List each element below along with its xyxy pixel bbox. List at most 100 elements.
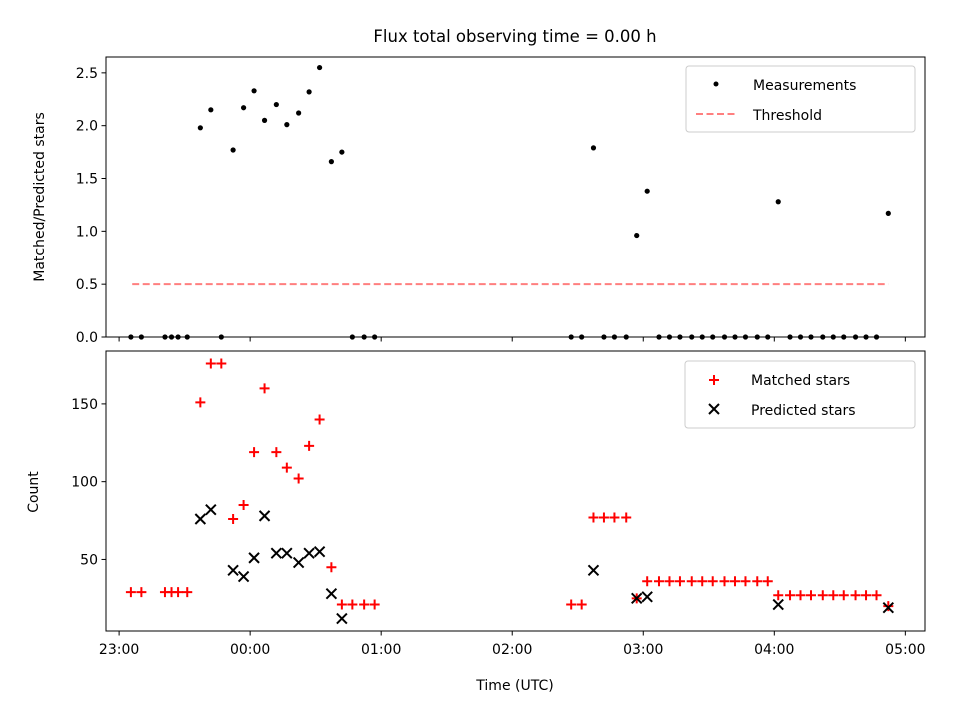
matched-star-point bbox=[752, 576, 763, 587]
measurement-point bbox=[208, 107, 214, 113]
bottom-y-axis-label: Count bbox=[26, 471, 42, 513]
x-axis-label: Time (UTC) bbox=[475, 678, 553, 694]
matched-star-point bbox=[664, 576, 675, 587]
top-marks bbox=[128, 64, 891, 340]
x-tick-label: 23:00 bbox=[99, 642, 139, 658]
measurement-point bbox=[230, 147, 236, 153]
measurement-point bbox=[590, 145, 597, 151]
y-tick-label: 50 bbox=[80, 552, 98, 568]
matched-star-point bbox=[729, 576, 740, 587]
predicted-star-point bbox=[313, 545, 326, 558]
bottom-marks bbox=[125, 358, 895, 625]
top-legend: Measurements Threshold bbox=[685, 65, 916, 133]
measurement-point bbox=[316, 64, 323, 71]
predicted-star-point bbox=[270, 547, 283, 559]
measurement-point bbox=[885, 210, 891, 216]
matched-star-point bbox=[642, 576, 653, 587]
matched-star-point bbox=[850, 590, 861, 601]
x-tick-label: 01:00 bbox=[361, 642, 401, 658]
measurement-point bbox=[273, 101, 279, 108]
matched-star-point bbox=[740, 576, 751, 587]
measurement-point bbox=[284, 122, 290, 128]
x-tick-label: 00:00 bbox=[230, 642, 270, 658]
measurement-point bbox=[306, 89, 312, 95]
matched-star-point bbox=[304, 440, 315, 451]
matched-star-point bbox=[653, 576, 664, 587]
predicted-star-point bbox=[772, 598, 784, 611]
predicted-star-point bbox=[281, 547, 293, 559]
top-legend-box bbox=[685, 65, 916, 133]
matched-star-point bbox=[838, 590, 849, 601]
matched-star-point bbox=[785, 590, 796, 601]
measurement-point bbox=[328, 159, 334, 165]
predicted-star-point bbox=[336, 612, 348, 625]
matched-star-point bbox=[817, 590, 828, 601]
predicted-star-point bbox=[882, 601, 895, 614]
y-tick-label: 0.0 bbox=[76, 330, 98, 346]
x-tick-label: 02:00 bbox=[492, 642, 532, 658]
measurement-point bbox=[197, 125, 203, 131]
matched-star-point bbox=[707, 576, 718, 587]
legend-measurements-marker bbox=[713, 81, 719, 87]
matched-star-point bbox=[762, 576, 773, 587]
predicted-star-point bbox=[631, 592, 643, 605]
y-tick-label: 150 bbox=[71, 397, 98, 413]
measurement-point bbox=[251, 88, 257, 94]
matched-star-point bbox=[588, 512, 599, 523]
matched-star-point bbox=[359, 599, 370, 610]
x-tick-label: 03:00 bbox=[623, 642, 663, 658]
top-chart-panel: Flux total observing time = 0.00 h 0.00.… bbox=[32, 27, 926, 346]
predicted-star-point bbox=[248, 552, 260, 564]
matched-star-point bbox=[271, 447, 282, 458]
top-axes-frame bbox=[105, 56, 926, 338]
matched-star-point bbox=[216, 358, 227, 369]
matched-star-point bbox=[173, 587, 184, 598]
y-tick-label: 2.5 bbox=[76, 66, 98, 82]
bottom-y-ticks: 50 100 150 bbox=[71, 397, 106, 568]
matched-star-point bbox=[598, 512, 609, 523]
matched-star-point bbox=[336, 599, 347, 610]
matched-star-point bbox=[609, 512, 620, 523]
bottom-legend-box bbox=[684, 360, 916, 429]
matched-star-point bbox=[805, 590, 816, 601]
measurement-point bbox=[644, 188, 650, 194]
y-tick-label: 1.0 bbox=[76, 224, 98, 240]
legend-measurements-label: Measurements bbox=[753, 78, 856, 94]
top-x-ticks bbox=[118, 337, 906, 342]
predicted-star-point bbox=[258, 510, 271, 522]
y-tick-label: 1.5 bbox=[76, 172, 98, 188]
bottom-axes-frame bbox=[105, 350, 926, 632]
matched-star-point bbox=[238, 500, 249, 510]
predicted-star-point bbox=[325, 587, 338, 600]
matched-star-point bbox=[674, 576, 685, 587]
legend-predicted-marker bbox=[708, 403, 720, 415]
matched-star-point bbox=[228, 514, 239, 524]
measurement-point bbox=[634, 232, 640, 239]
legend-matched-label: Matched stars bbox=[751, 373, 850, 389]
predicted-star-point bbox=[303, 547, 315, 559]
predicted-star-point bbox=[587, 564, 600, 577]
matched-star-point bbox=[686, 576, 697, 587]
matched-star-point bbox=[125, 587, 136, 598]
matched-star-point bbox=[576, 599, 587, 610]
matched-star-point bbox=[249, 447, 260, 458]
matched-star-point bbox=[621, 512, 632, 523]
predicted-star-point bbox=[292, 556, 305, 569]
matched-star-point bbox=[719, 576, 730, 587]
matched-star-point bbox=[828, 590, 839, 601]
matched-star-point bbox=[314, 414, 325, 425]
measurement-point bbox=[339, 149, 345, 155]
bottom-chart-panel: 50 100 150 23:00 00:00 01:00 02:00 03:00 04:00 0… bbox=[26, 350, 926, 694]
matched-star-point bbox=[861, 590, 872, 601]
bottom-legend: Matched stars Predicted stars bbox=[684, 360, 916, 429]
matched-star-point bbox=[326, 562, 337, 573]
measurement-point bbox=[775, 199, 781, 205]
legend-matched-marker bbox=[709, 375, 719, 385]
matched-star-point bbox=[136, 587, 147, 598]
matched-star-point bbox=[795, 590, 806, 601]
predicted-star-point bbox=[205, 503, 217, 516]
matched-star-point bbox=[182, 587, 193, 598]
y-tick-label: 0.5 bbox=[76, 277, 98, 293]
top-y-axis-label: Matched/Predicted stars bbox=[32, 112, 48, 282]
